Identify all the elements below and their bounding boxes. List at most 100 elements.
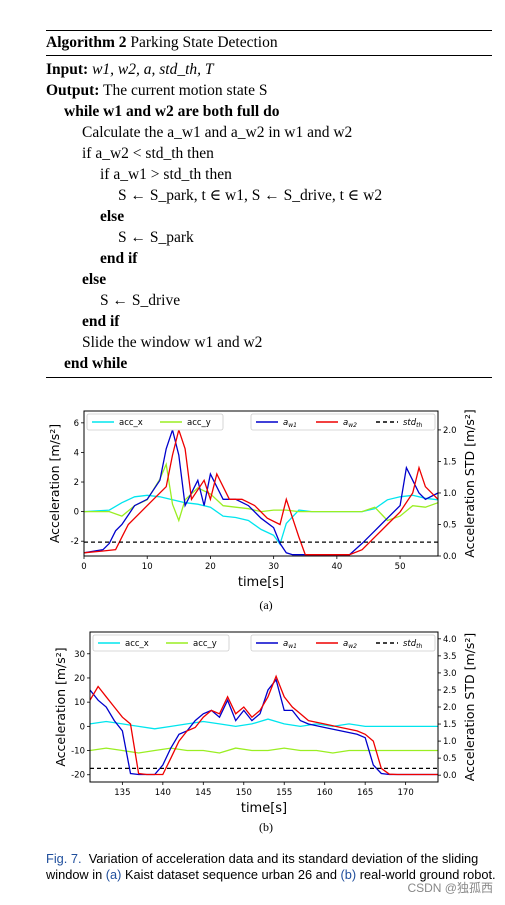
y-right-tick-label: 1.0 xyxy=(443,737,457,747)
algo-line-7: S ← S_park xyxy=(118,229,194,246)
y-tick-label: 10 xyxy=(74,698,85,708)
y-tick-label: -2 xyxy=(71,537,79,547)
y-right-tick-label: 2.0 xyxy=(443,703,457,713)
algorithm-title-rule xyxy=(46,55,492,56)
series-line-acc-y xyxy=(89,747,438,754)
x-tick-label: 155 xyxy=(276,788,292,798)
x-tick-label: 30 xyxy=(268,562,279,572)
algo-line-2: Calculate the a_w1 and a_w2 in w1 and w2 xyxy=(82,124,353,141)
caption-text-1: Variation of acceleration data and its s… xyxy=(46,851,479,882)
algo-line-9: else xyxy=(82,271,107,288)
x-tick-label: 145 xyxy=(195,788,211,798)
y-axis-label: Acceleration [m/s²] xyxy=(47,424,62,543)
figure-a: 0 10 20 30 40 50 -2 0 2 4 6 0.0 0.5 1.0 1.5 2.0 time[s] A… xyxy=(0,388,505,618)
y-right-tick-label: 2.5 xyxy=(443,686,457,696)
y-right-axis-label: Acceleration STD [m/s²] xyxy=(462,633,477,781)
watermark: CSDN @独孤西 xyxy=(407,881,493,895)
y-right-tick-label: 1.5 xyxy=(443,457,457,467)
legend-left-box xyxy=(86,413,224,431)
series-line-acc-x xyxy=(89,718,438,730)
y-tick-label: 4 xyxy=(74,448,79,458)
y-right-tick-label: 0.5 xyxy=(443,754,457,764)
caption-link-b[interactable]: (b) xyxy=(340,866,357,882)
y-axis-label: Acceleration [m/s²] xyxy=(53,647,68,766)
algorithm-block: Algorithm 2 Parking State Detection Inpu… xyxy=(46,30,492,378)
legend-label-acc-x: acc_x xyxy=(119,418,143,428)
plot-frame xyxy=(89,631,439,783)
algo-line-4: if a_w1 > std_th then xyxy=(100,166,232,183)
series-line-a-w1 xyxy=(89,678,438,776)
y-tick-label: 0 xyxy=(74,508,79,518)
algorithm-input-line: Input: w1, w2, a, std_th, T xyxy=(46,59,492,80)
series-line-acc-x xyxy=(83,494,439,546)
algo-line-13: end while xyxy=(64,355,128,372)
y-right-tick-label: 1.0 xyxy=(443,489,457,499)
legend-label-a-w1: aw1 xyxy=(283,418,297,429)
algo-line-11: end if xyxy=(82,313,120,330)
algorithm-number: Algorithm 2 xyxy=(46,34,127,51)
legend-right-box xyxy=(250,413,436,431)
y-tick-label: 2 xyxy=(74,478,79,488)
x-tick-label: 135 xyxy=(114,788,130,798)
legend-left: acc_x acc_y xyxy=(86,413,224,431)
legend-label-acc-y: acc_y xyxy=(187,418,211,428)
y-right-tick-label: 0.0 xyxy=(443,552,457,562)
algo-line-8: end if xyxy=(100,250,138,267)
algo-line-5: S ← S_park, t ∈ w1, S ← S_drive, t ∈ w2 xyxy=(118,187,383,204)
x-axis-label: time[s] xyxy=(238,575,284,590)
y-tick-label: 6 xyxy=(74,419,79,429)
x-tick-label: 50 xyxy=(395,562,406,572)
chart-b: 135 140 145 150 155 160 165 170 -20 -10 0 10 20 30 0.0… xyxy=(53,631,477,816)
series-line-a-w2 xyxy=(89,674,438,776)
legend-right: aw1 aw2 stdth xyxy=(250,413,436,431)
figure-label: Fig. 7. xyxy=(46,851,82,866)
legend-label-a-w1: aw1 xyxy=(283,639,297,650)
plot-frame xyxy=(83,410,439,557)
algorithm-output-line: Output: The current motion state S xyxy=(46,80,492,101)
y-right-tick-label: 0.5 xyxy=(443,520,457,530)
legend-right: aw1 aw2 stdth xyxy=(250,634,436,652)
x-tick-label: 10 xyxy=(142,562,153,572)
series-line-a-w2 xyxy=(83,427,439,556)
algorithm-bottom-rule xyxy=(46,377,492,378)
caption-text-2: Kaist dataset sequence urban 26 and xyxy=(121,866,341,882)
x-tick-label: 170 xyxy=(398,788,414,798)
algo-line-3: if a_w2 < std_th then xyxy=(82,145,214,162)
legend-label-a-w2: aw2 xyxy=(343,639,357,650)
chart-a: 0 10 20 30 40 50 -2 0 2 4 6 0.0 0.5 1.0 1.5 2.0 time[s] A… xyxy=(47,409,477,590)
subcaption-a: (a) xyxy=(259,598,273,612)
x-axis-label: time[s] xyxy=(241,801,287,816)
y-right-tick-label: 0.0 xyxy=(443,771,457,781)
output-value: The current motion state S xyxy=(103,82,268,99)
x-tick-label: 160 xyxy=(317,788,333,798)
y-tick-label: 30 xyxy=(74,650,85,660)
x-tick-label: 150 xyxy=(236,788,252,798)
y-tick-label: -10 xyxy=(71,747,85,757)
y-right-tick-label: 1.5 xyxy=(443,720,457,730)
y-right-tick-label: 4.0 xyxy=(443,635,457,645)
algorithm-title: Algorithm 2 Parking State Detection xyxy=(46,31,492,55)
legend-label-std-th: stdth xyxy=(403,418,423,429)
algo-line-12: Slide the window w1 and w2 xyxy=(82,334,263,351)
figure-caption: Fig. 7. Variation of acceleration data a… xyxy=(46,851,498,882)
legend-label-a-w2: aw2 xyxy=(343,418,357,429)
x-tick-label: 140 xyxy=(155,788,171,798)
legend-left: acc_x acc_y xyxy=(92,634,230,652)
y-right-tick-label: 3.5 xyxy=(443,652,457,662)
algorithm-top-rule xyxy=(46,30,492,31)
algorithm-name: Parking State Detection xyxy=(130,34,278,51)
output-label: Output: xyxy=(46,82,100,99)
legend-label-acc-x: acc_x xyxy=(125,639,149,649)
caption-link-a[interactable]: (a) xyxy=(105,866,122,882)
algo-line-10: S ← S_drive xyxy=(100,292,181,309)
figure-b: 135 140 145 150 155 160 165 170 -20 -10 0 10 20 30 0.0… xyxy=(0,622,505,844)
x-tick-label: 40 xyxy=(331,562,342,572)
subcaption-b: (b) xyxy=(259,820,273,834)
legend-right-box xyxy=(250,634,436,652)
legend-label-acc-y: acc_y xyxy=(193,639,217,649)
y-right-axis-label: Acceleration STD [m/s²] xyxy=(462,409,477,557)
y-right-tick-label: 3.0 xyxy=(443,669,457,679)
x-tick-label: 20 xyxy=(205,562,216,572)
legend-label-std-th: stdth xyxy=(403,639,423,650)
x-tick-label: 165 xyxy=(357,788,373,798)
